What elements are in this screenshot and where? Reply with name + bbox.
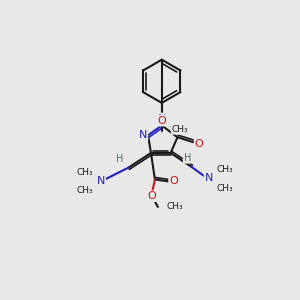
Text: O: O [158,116,166,126]
Text: N: N [139,130,147,140]
Text: O: O [169,176,178,186]
Text: N: N [158,114,166,124]
Text: H: H [184,153,191,163]
Text: N: N [97,176,105,186]
Text: CH₃: CH₃ [77,168,94,177]
Text: O: O [148,191,156,201]
Text: CH₃: CH₃ [167,202,183,211]
Text: H: H [116,154,123,164]
Text: CH₃: CH₃ [216,184,233,193]
Text: CH₃: CH₃ [172,125,188,134]
Text: O: O [195,139,203,149]
Text: N: N [205,173,213,184]
Text: CH₃: CH₃ [216,165,233,174]
Text: CH₃: CH₃ [77,186,94,195]
